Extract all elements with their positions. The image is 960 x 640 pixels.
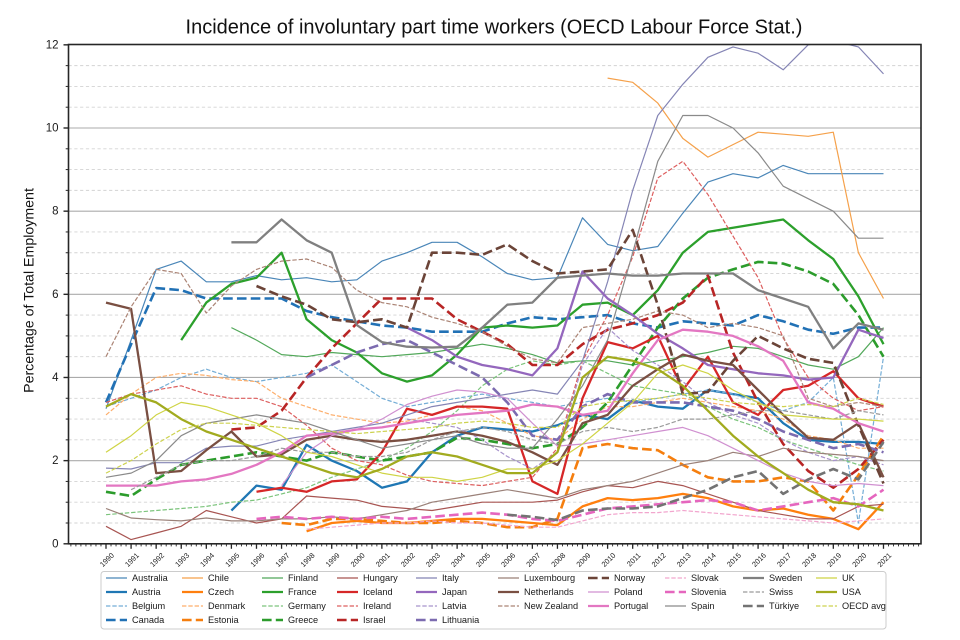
svg-text:Czech: Czech <box>208 587 234 597</box>
svg-text:Ireland: Ireland <box>363 601 391 611</box>
svg-text:6: 6 <box>52 289 58 301</box>
svg-text:Luxembourg: Luxembourg <box>524 573 575 583</box>
svg-text:Slovak: Slovak <box>691 573 719 583</box>
svg-text:Sweden: Sweden <box>769 573 802 583</box>
svg-text:Latvia: Latvia <box>442 601 467 611</box>
svg-text:Percentage of Total Employment: Percentage of Total Employment <box>22 188 38 393</box>
svg-text:Lithuania: Lithuania <box>442 615 480 625</box>
svg-text:Portugal: Portugal <box>614 601 648 611</box>
svg-text:Belgium: Belgium <box>132 601 166 611</box>
svg-text:Australia: Australia <box>132 573 169 583</box>
svg-text:OECD avg: OECD avg <box>842 601 886 611</box>
svg-text:Spain: Spain <box>691 601 715 611</box>
svg-text:Iceland: Iceland <box>363 587 393 597</box>
svg-text:12: 12 <box>46 39 59 51</box>
svg-text:Poland: Poland <box>614 587 643 597</box>
svg-text:Finland: Finland <box>288 573 318 583</box>
svg-text:Estonia: Estonia <box>208 615 240 625</box>
svg-text:10: 10 <box>46 123 59 135</box>
svg-text:Austria: Austria <box>132 587 161 597</box>
svg-text:2: 2 <box>52 455 58 467</box>
svg-text:Germany: Germany <box>288 601 326 611</box>
svg-text:4: 4 <box>52 372 59 384</box>
svg-text:Canada: Canada <box>132 615 165 625</box>
svg-text:USA: USA <box>842 587 862 597</box>
svg-text:8: 8 <box>52 206 58 218</box>
svg-text:Swiss: Swiss <box>769 587 793 597</box>
svg-text:0: 0 <box>52 538 58 550</box>
svg-text:Israel: Israel <box>363 615 385 625</box>
svg-text:Slovenia: Slovenia <box>691 587 727 597</box>
svg-text:Chile: Chile <box>208 573 229 583</box>
svg-text:Denmark: Denmark <box>208 601 246 611</box>
svg-text:Incidence of involuntary part: Incidence of involuntary part time worke… <box>186 17 803 39</box>
svg-text:France: France <box>288 587 317 597</box>
svg-text:Italy: Italy <box>442 573 459 583</box>
svg-text:Norway: Norway <box>614 573 646 583</box>
svg-text:UK: UK <box>842 573 856 583</box>
svg-text:New Zealand: New Zealand <box>524 601 578 611</box>
svg-text:Japan: Japan <box>442 587 467 597</box>
svg-text:Hungary: Hungary <box>363 573 398 583</box>
svg-text:Netherlands: Netherlands <box>524 587 574 597</box>
svg-text:Türkiye: Türkiye <box>769 601 799 611</box>
svg-text:Greece: Greece <box>288 615 318 625</box>
